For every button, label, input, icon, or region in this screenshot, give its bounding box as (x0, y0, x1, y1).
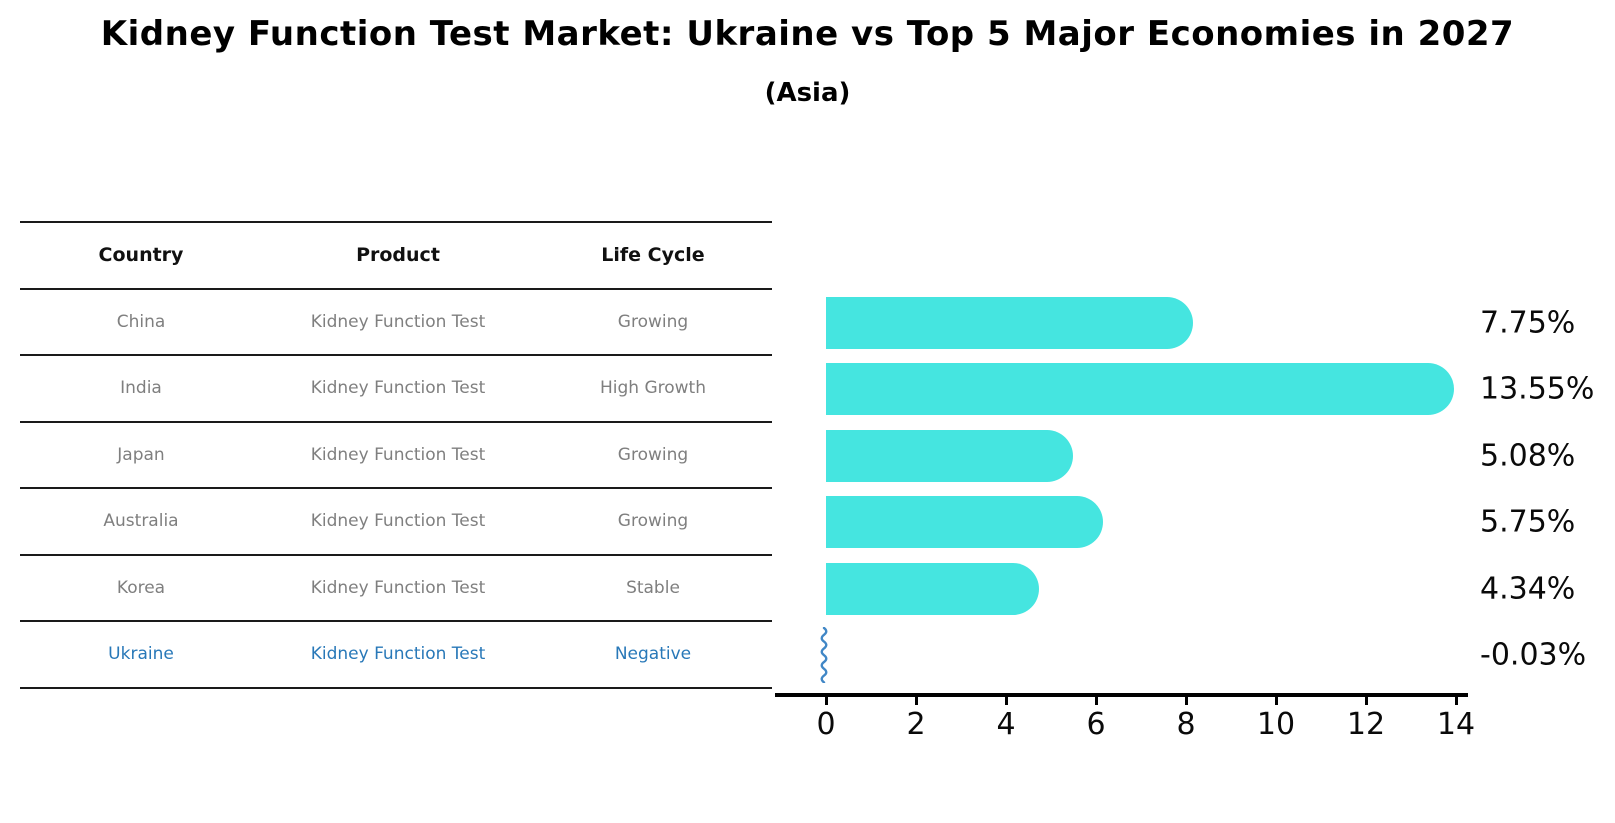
x-tick-label: 2 (906, 707, 926, 742)
table-row: Korea Kidney Function Test Stable (20, 556, 772, 622)
cell-country: Ukraine (108, 644, 174, 665)
x-tick-label: 0 (816, 707, 836, 742)
x-tick-mark (1094, 696, 1098, 705)
column-header-country: Country (98, 244, 184, 267)
cell-country: India (120, 378, 162, 399)
table-header-row: Country Product Life Cycle (20, 223, 772, 290)
cell-life-cycle: Growing (617, 311, 689, 332)
cell-country: China (116, 311, 166, 332)
negative-value-squiggle-ukraine (818, 627, 830, 687)
cell-life-cycle: High Growth (599, 378, 706, 399)
value-label-japan: 5.08% (1480, 438, 1576, 474)
value-label-korea: 4.34% (1480, 571, 1576, 607)
page-subtitle: (Asia) (764, 78, 851, 108)
cell-life-cycle: Negative (614, 644, 692, 665)
cell-life-cycle: Growing (617, 444, 689, 465)
cell-product: Kidney Function Test (310, 511, 486, 532)
cell-life-cycle: Stable (626, 577, 680, 598)
cell-country: Japan (117, 444, 165, 465)
value-label-ukraine: -0.03% (1480, 637, 1587, 673)
table-row: Australia Kidney Function Test Growing (20, 489, 772, 556)
x-tick-mark (1184, 696, 1188, 705)
cell-country: Korea (116, 577, 166, 598)
cell-life-cycle: Growing (617, 511, 689, 532)
x-axis-line (775, 693, 1468, 697)
table-row-highlighted: Ukraine Kidney Function Test Negative (20, 622, 772, 689)
x-tick-mark (824, 696, 828, 705)
cell-product: Kidney Function Test (310, 644, 486, 665)
table-row: Japan Kidney Function Test Growing (20, 423, 772, 489)
x-tick-mark (1004, 696, 1008, 705)
x-tick-label: 8 (1176, 707, 1196, 742)
value-label-australia: 5.75% (1480, 504, 1576, 540)
bar-china (826, 296, 1193, 349)
value-label-india: 13.55% (1480, 371, 1595, 407)
table-row: China Kidney Function Test Growing (20, 290, 772, 356)
bar-india (826, 363, 1454, 416)
cell-product: Kidney Function Test (310, 444, 486, 465)
x-tick-mark (1274, 696, 1278, 705)
x-tick-mark (1364, 696, 1368, 705)
value-label-china: 7.75% (1480, 305, 1576, 341)
column-header-product: Product (356, 244, 440, 267)
column-header-life-cycle: Life Cycle (601, 244, 705, 267)
bar-australia (826, 496, 1103, 549)
cell-country: Australia (103, 511, 179, 532)
x-tick-label: 10 (1256, 707, 1296, 742)
x-tick-mark (1454, 696, 1458, 705)
page-title: Kidney Function Test Market: Ukraine vs … (100, 14, 1515, 54)
bar-korea (826, 562, 1040, 615)
x-tick-label: 4 (996, 707, 1016, 742)
x-tick-mark (914, 696, 918, 705)
x-tick-label: 6 (1086, 707, 1106, 742)
comparison-table: Country Product Life Cycle China Kidney F… (20, 221, 772, 689)
x-tick-label: 12 (1346, 707, 1386, 742)
bar-japan (826, 429, 1073, 482)
cell-product: Kidney Function Test (310, 378, 486, 399)
table-row: India Kidney Function Test High Growth (20, 356, 772, 423)
table-body: China Kidney Function Test Growing India Kid… (20, 290, 772, 689)
cell-product: Kidney Function Test (310, 577, 486, 598)
x-tick-label: 14 (1436, 707, 1476, 742)
cell-product: Kidney Function Test (310, 311, 486, 332)
